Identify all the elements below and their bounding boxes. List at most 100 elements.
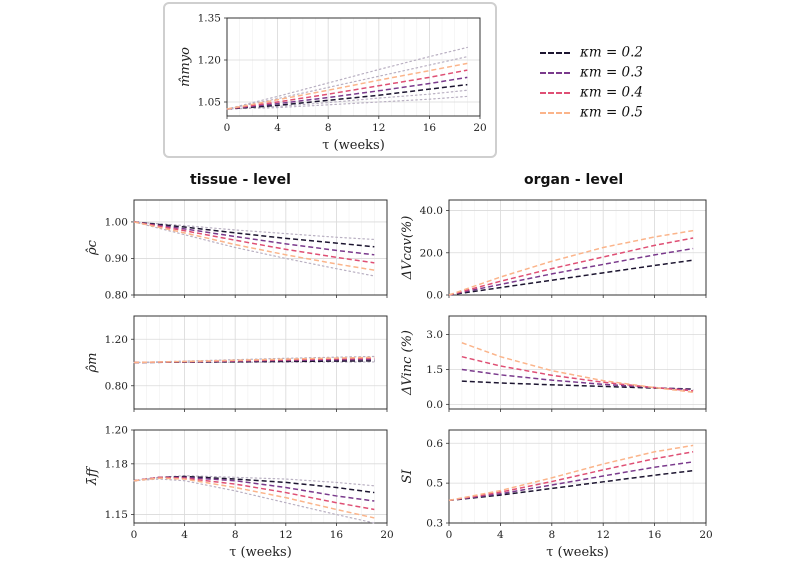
reference-dotted-line bbox=[133, 478, 375, 524]
y-axis-label: ρ̂m bbox=[85, 353, 100, 374]
legend-item: κm = 0.4 bbox=[540, 82, 643, 102]
y-axis-label: ρ̂c bbox=[85, 239, 100, 256]
y-tick-label: 1.20 bbox=[198, 55, 221, 67]
x-tick-label: 4 bbox=[181, 529, 188, 541]
legend: κm = 0.2 κm = 0.3 κm = 0.4 κm = 0.5 bbox=[540, 42, 643, 122]
y-axis-label: ΔVcav(%) bbox=[400, 216, 415, 281]
x-tick-label: 16 bbox=[423, 122, 437, 134]
series-line-kappa-0.3 bbox=[133, 221, 375, 256]
x-axis-label: τ (weeks) bbox=[322, 138, 385, 153]
legend-swatch bbox=[540, 91, 570, 94]
y-tick-label: 0.6 bbox=[426, 438, 443, 450]
y-tick-label: 1.5 bbox=[426, 364, 443, 376]
y-tick-label: 0.80 bbox=[105, 380, 128, 392]
x-tick-label: 16 bbox=[648, 529, 662, 541]
series-line-kappa-0.4 bbox=[448, 237, 694, 296]
series-line-kappa-0.2 bbox=[448, 259, 694, 296]
y-tick-label: 0.0 bbox=[426, 399, 443, 411]
y-tick-label: 40.0 bbox=[420, 205, 443, 217]
x-tick-label: 12 bbox=[279, 529, 292, 541]
chart-panel-m_myo: 0 4 8 12 16 20 1.05 1.20 1.35 τ (weeks) m̂myo bbox=[178, 13, 487, 154]
series-line-kappa-0.5 bbox=[448, 229, 694, 296]
x-tick-label: 0 bbox=[446, 529, 453, 541]
chart-panel-rho_m: 0.80 1.20 ρ̂m bbox=[85, 315, 388, 412]
y-tick-label: 0.80 bbox=[105, 290, 128, 302]
plot-frame bbox=[448, 429, 707, 524]
series-line-kappa-0.5 bbox=[448, 444, 694, 502]
reference-dotted-line bbox=[133, 221, 375, 277]
series-line-kappa-0.3 bbox=[448, 461, 694, 502]
x-tick-label: 8 bbox=[232, 529, 239, 541]
y-tick-label: 1.35 bbox=[198, 13, 221, 25]
series-line-kappa-0.3 bbox=[226, 76, 468, 110]
reference-dotted-line bbox=[133, 475, 375, 487]
chart-panel-dV_inc: 0.0 1.5 3.0 ΔVinc (%) bbox=[400, 315, 707, 412]
legend-label: κm = 0.4 bbox=[580, 84, 644, 101]
y-tick-label: 0.0 bbox=[426, 290, 443, 302]
x-tick-label: 0 bbox=[131, 529, 138, 541]
y-axis-label: SI bbox=[400, 469, 415, 484]
y-tick-label: 3.0 bbox=[426, 329, 443, 341]
x-tick-label: 12 bbox=[597, 529, 610, 541]
plot-frame bbox=[448, 199, 707, 296]
series-line-kappa-0.4 bbox=[133, 221, 375, 264]
y-tick-label: 20.0 bbox=[420, 247, 443, 259]
x-tick-label: 4 bbox=[274, 122, 281, 134]
plot-frame bbox=[133, 199, 388, 296]
series-line-kappa-0.5 bbox=[133, 221, 375, 271]
y-tick-label: 1.05 bbox=[198, 97, 221, 109]
plot-frame bbox=[133, 429, 388, 524]
series-line-kappa-0.2 bbox=[461, 380, 694, 390]
reference-dotted-line bbox=[226, 95, 468, 110]
x-tick-label: 4 bbox=[497, 529, 504, 541]
column-header-organ-level: organ - level bbox=[524, 172, 624, 188]
series-line-kappa-0.2 bbox=[133, 221, 375, 248]
y-axis-label: m̂myo bbox=[178, 47, 193, 87]
series-line-kappa-0.3 bbox=[448, 247, 694, 296]
legend-swatch bbox=[540, 111, 570, 114]
legend-label: κm = 0.3 bbox=[580, 64, 644, 81]
plot-frame bbox=[448, 315, 707, 410]
legend-swatch bbox=[540, 71, 570, 74]
legend-swatch bbox=[540, 51, 570, 54]
series-line-kappa-0.4 bbox=[448, 451, 694, 502]
y-tick-label: 1.20 bbox=[105, 334, 128, 346]
x-tick-label: 20 bbox=[380, 529, 393, 541]
chart-panel-SI: 0 4 8 12 16 20 0.3 0.5 0.6 τ (weeks) SI bbox=[400, 429, 713, 560]
series-line-kappa-0.5 bbox=[133, 356, 375, 364]
y-tick-label: 1.18 bbox=[105, 458, 128, 470]
x-axis-label: τ (weeks) bbox=[546, 545, 609, 560]
series-line-kappa-0.5 bbox=[133, 477, 375, 519]
series-line-kappa-0.2 bbox=[448, 469, 694, 502]
plot-frame bbox=[226, 17, 481, 117]
y-axis-label: λ̄ff bbox=[85, 465, 100, 486]
reference-dotted-line bbox=[226, 89, 468, 110]
x-tick-label: 8 bbox=[548, 529, 555, 541]
legend-label: κm = 0.5 bbox=[580, 104, 644, 121]
chart-panel-dV_cav: 0.0 20.0 40.0 ΔVcav(%) bbox=[400, 199, 707, 302]
reference-dotted-line bbox=[226, 46, 468, 110]
x-tick-label: 20 bbox=[699, 529, 712, 541]
y-tick-label: 0.3 bbox=[426, 518, 443, 530]
x-tick-label: 8 bbox=[325, 122, 332, 134]
series-line-kappa-0.4 bbox=[133, 476, 375, 511]
legend-item: κm = 0.2 bbox=[540, 42, 643, 62]
y-tick-label: 0.90 bbox=[105, 253, 128, 265]
y-tick-label: 1.15 bbox=[105, 509, 128, 521]
series-line-kappa-0.5 bbox=[461, 342, 694, 394]
x-tick-label: 12 bbox=[372, 122, 385, 134]
reference-dotted-line bbox=[133, 221, 375, 241]
series-line-kappa-0.5 bbox=[226, 62, 468, 110]
top-panel-highlight-box bbox=[163, 2, 497, 158]
x-tick-label: 0 bbox=[224, 122, 231, 134]
series-line-kappa-0.2 bbox=[226, 83, 468, 110]
x-axis-label: τ (weeks) bbox=[229, 545, 292, 560]
y-axis-label: ΔVinc (%) bbox=[400, 330, 415, 396]
x-tick-label: 16 bbox=[330, 529, 344, 541]
column-header-tissue-level: tissue - level bbox=[190, 172, 291, 188]
chart-panel-rho_c: 0.80 0.90 1.00 ρ̂c bbox=[85, 199, 388, 302]
legend-label: κm = 0.2 bbox=[580, 44, 644, 61]
chart-panel-lambda_ff: 0 4 8 12 16 20 1.15 1.18 1.20 τ (weeks) λ̄ff bbox=[85, 425, 394, 561]
legend-item: κm = 0.3 bbox=[540, 62, 643, 82]
